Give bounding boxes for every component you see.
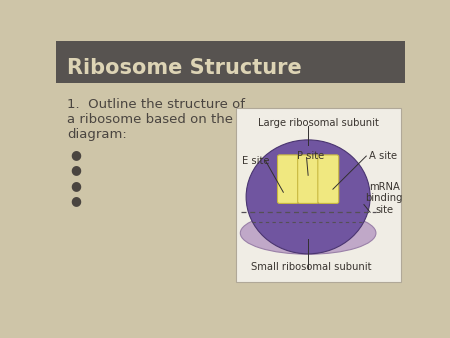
Text: ●: ● (70, 163, 81, 176)
Text: mRNA
binding
site: mRNA binding site (365, 182, 403, 215)
Text: ●: ● (70, 148, 81, 161)
Text: A site: A site (369, 151, 397, 161)
FancyBboxPatch shape (236, 108, 401, 282)
Text: ●: ● (70, 179, 81, 192)
Text: Small ribosomal subunit: Small ribosomal subunit (251, 262, 371, 271)
FancyBboxPatch shape (56, 41, 405, 83)
FancyBboxPatch shape (318, 155, 339, 203)
Ellipse shape (240, 212, 376, 254)
Text: ●: ● (70, 194, 81, 207)
Text: E site: E site (242, 156, 270, 166)
FancyBboxPatch shape (297, 155, 319, 203)
Text: Large ribosomal subunit: Large ribosomal subunit (258, 118, 379, 128)
Text: 1.  Outline the structure of
a ribosome based on the
diagram:: 1. Outline the structure of a ribosome b… (67, 98, 245, 141)
Text: P site: P site (297, 151, 324, 161)
Ellipse shape (246, 140, 370, 254)
Text: Ribosome Structure: Ribosome Structure (67, 58, 302, 78)
FancyBboxPatch shape (278, 155, 298, 203)
